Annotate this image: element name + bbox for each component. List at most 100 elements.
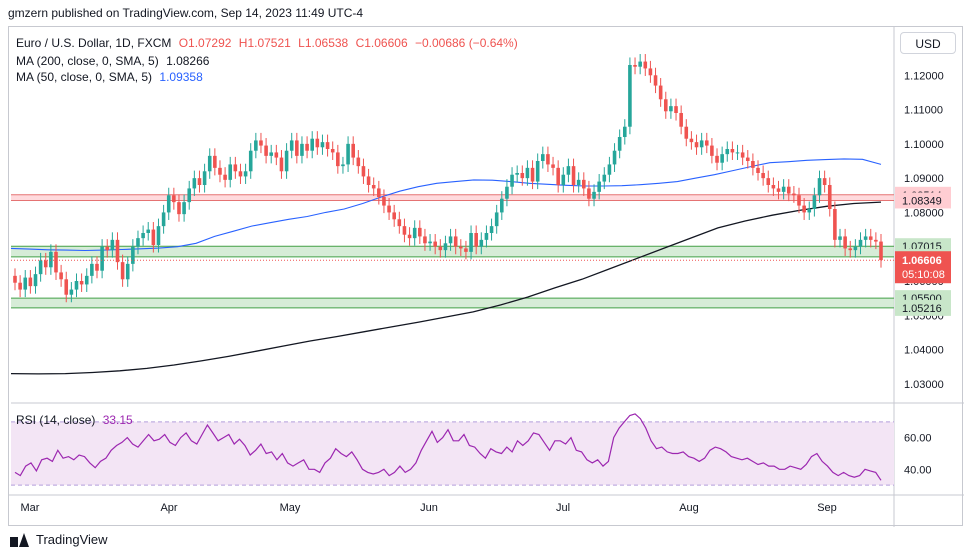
- price-tick-label: 1.10000: [904, 139, 944, 151]
- candle-body: [330, 149, 335, 153]
- candle-body: [602, 174, 607, 182]
- candle-body: [874, 239, 878, 242]
- candle-body: [387, 205, 391, 213]
- candle-body: [628, 65, 632, 127]
- currency-button[interactable]: USD: [900, 32, 956, 54]
- rsi-label: RSI (14, close): [16, 413, 96, 427]
- candle-body: [792, 193, 796, 196]
- candle-body: [622, 126, 627, 137]
- candle-body: [535, 161, 540, 182]
- candle-body: [412, 227, 417, 239]
- candle-body: [592, 191, 596, 199]
- candle-body: [858, 239, 863, 247]
- candle-body: [151, 229, 156, 245]
- resistance-zone: [11, 194, 894, 201]
- candle-body: [658, 85, 663, 100]
- candle-body: [269, 152, 274, 156]
- candle-body: [525, 167, 530, 179]
- candle-body: [838, 236, 842, 240]
- footer-brand: TradingView: [36, 532, 108, 547]
- candle-body: [49, 251, 53, 268]
- ma50-value: 1.09358: [159, 70, 203, 84]
- candle-body: [500, 198, 504, 213]
- candle-body: [131, 246, 135, 264]
- candle-body: [407, 234, 412, 239]
- candle-body: [607, 164, 612, 175]
- candle-body: [597, 181, 601, 192]
- candle-body: [822, 178, 827, 185]
- candle-body: [33, 274, 38, 287]
- candle-body: [453, 236, 458, 247]
- chart-frame[interactable]: 1.030001.040001.050001.060001.070001.080…: [8, 26, 964, 527]
- last-price-label: 1.06606: [902, 255, 942, 267]
- candle-body: [781, 186, 786, 192]
- candle-body: [218, 167, 222, 175]
- last-price-label-bg: [895, 251, 951, 284]
- ma200-legend: MA (200, close, 0, SMA, 5) 1.08266: [16, 54, 209, 68]
- candle-body: [325, 142, 330, 149]
- candle-body: [469, 233, 473, 252]
- candle-body: [868, 236, 873, 240]
- candle-body: [43, 260, 48, 268]
- candle-body: [172, 195, 176, 203]
- candle-body: [663, 99, 668, 112]
- candle-body: [817, 178, 822, 196]
- candle-body: [863, 236, 868, 240]
- footer: TradingView: [10, 532, 108, 547]
- candle-body: [377, 188, 381, 197]
- candle-body: [587, 188, 591, 199]
- candle-body: [300, 143, 304, 156]
- candle-body: [576, 179, 581, 185]
- candle-body: [423, 236, 427, 244]
- support-zone: [11, 298, 894, 308]
- candle-body: [259, 140, 263, 146]
- candle-body: [289, 140, 294, 151]
- candle-body: [581, 179, 586, 189]
- candle-body: [530, 167, 535, 182]
- candle-body: [115, 239, 120, 263]
- candle-body: [740, 152, 745, 158]
- candle-body: [669, 106, 673, 112]
- candle-body: [807, 209, 812, 213]
- candle-body: [166, 195, 171, 213]
- candle-body: [110, 239, 115, 251]
- candle-body: [207, 155, 212, 172]
- price-tick-label: 1.04000: [904, 345, 944, 357]
- candle-body: [146, 229, 151, 233]
- candle-body: [95, 263, 99, 271]
- candle-body: [264, 145, 268, 156]
- candle-body: [202, 171, 207, 185]
- candle-body: [812, 195, 817, 209]
- candle-body: [556, 167, 560, 185]
- candle-body: [546, 154, 550, 165]
- candle-body: [341, 164, 345, 167]
- candle-body: [428, 241, 432, 244]
- candle-body: [187, 188, 192, 203]
- candle-body: [617, 137, 622, 151]
- candle-body: [74, 281, 79, 290]
- candle-body: [638, 61, 642, 67]
- candle-body: [766, 178, 771, 185]
- candle-body: [674, 106, 678, 113]
- price-tick-label: 1.11000: [904, 105, 943, 117]
- candle-body: [274, 152, 279, 158]
- candle-body: [182, 202, 186, 215]
- candle-body: [689, 138, 694, 143]
- candle-body: [756, 167, 760, 173]
- candle-body: [366, 176, 371, 185]
- candle-body: [315, 138, 320, 148]
- candle-body: [125, 263, 130, 280]
- candle-body: [438, 246, 443, 251]
- ohlc-change: −0.00686 (−0.64%): [414, 36, 518, 50]
- candle-body: [213, 155, 217, 168]
- candle-body: [725, 149, 730, 155]
- chart-canvas[interactable]: 1.030001.040001.050001.060001.070001.080…: [9, 27, 964, 527]
- candle-body: [551, 164, 555, 168]
- countdown-label: 05:10:08: [902, 269, 945, 281]
- candle-body: [715, 155, 719, 163]
- candle-body: [284, 150, 289, 172]
- candle-body: [295, 140, 299, 156]
- candle-body: [248, 150, 253, 172]
- time-tick-label: May: [280, 502, 301, 514]
- candle-body: [90, 263, 94, 276]
